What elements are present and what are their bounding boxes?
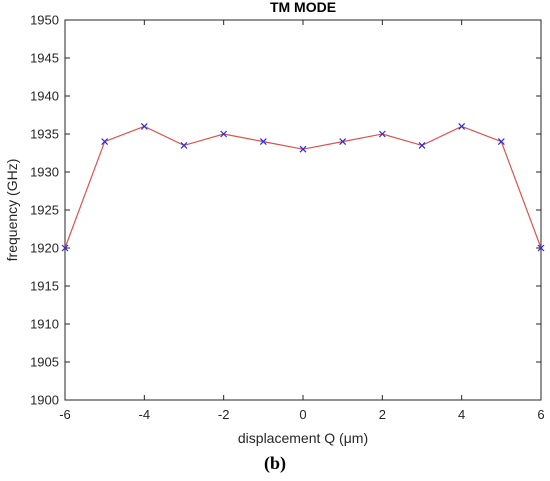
x-tick-label: -4	[139, 407, 151, 422]
y-tick-label: 1940	[30, 89, 59, 104]
x-axis: -6 -4 -2 0 2 4 6	[59, 20, 545, 422]
data-point	[458, 122, 466, 130]
data-point	[101, 138, 109, 146]
x-tick-label: 4	[458, 407, 465, 422]
y-tick-label: 1930	[30, 165, 59, 180]
y-tick-label: 1915	[30, 279, 59, 294]
y-tick-label: 1905	[30, 355, 59, 370]
y-tick-label: 1950	[30, 13, 59, 28]
x-tick-label: -6	[59, 407, 71, 422]
x-axis-label: displacement Q (μm)	[238, 430, 368, 446]
plot-area	[64, 19, 542, 401]
figure-caption: (b)	[264, 453, 286, 473]
data-point	[497, 138, 505, 146]
data-point	[61, 244, 69, 252]
y-tick-label: 1925	[30, 203, 59, 218]
y-axis: 1900 1905 1910 1915 1920 1925 1930 1935 1940 1945…	[30, 13, 541, 408]
y-tick-label: 1910	[30, 317, 59, 332]
data-point	[220, 130, 228, 138]
y-tick-label: 1920	[30, 241, 59, 256]
data-point	[418, 141, 426, 149]
data-point	[537, 244, 545, 252]
y-tick-label: 1900	[30, 393, 59, 408]
x-tick-label: 2	[379, 407, 386, 422]
series-group	[61, 122, 545, 252]
x-tick-label: 6	[537, 407, 544, 422]
data-point	[299, 145, 307, 153]
data-point	[378, 130, 386, 138]
x-tick-label: -2	[218, 407, 230, 422]
x-tick-label: 0	[299, 407, 306, 422]
y-tick-label: 1935	[30, 127, 59, 142]
data-point	[339, 138, 347, 146]
chart-title: TM MODE	[270, 0, 336, 15]
y-axis-label: frequency (GHz)	[4, 159, 20, 262]
data-point	[259, 138, 267, 146]
data-point	[180, 141, 188, 149]
data-point	[140, 122, 148, 130]
y-tick-label: 1945	[30, 51, 59, 66]
